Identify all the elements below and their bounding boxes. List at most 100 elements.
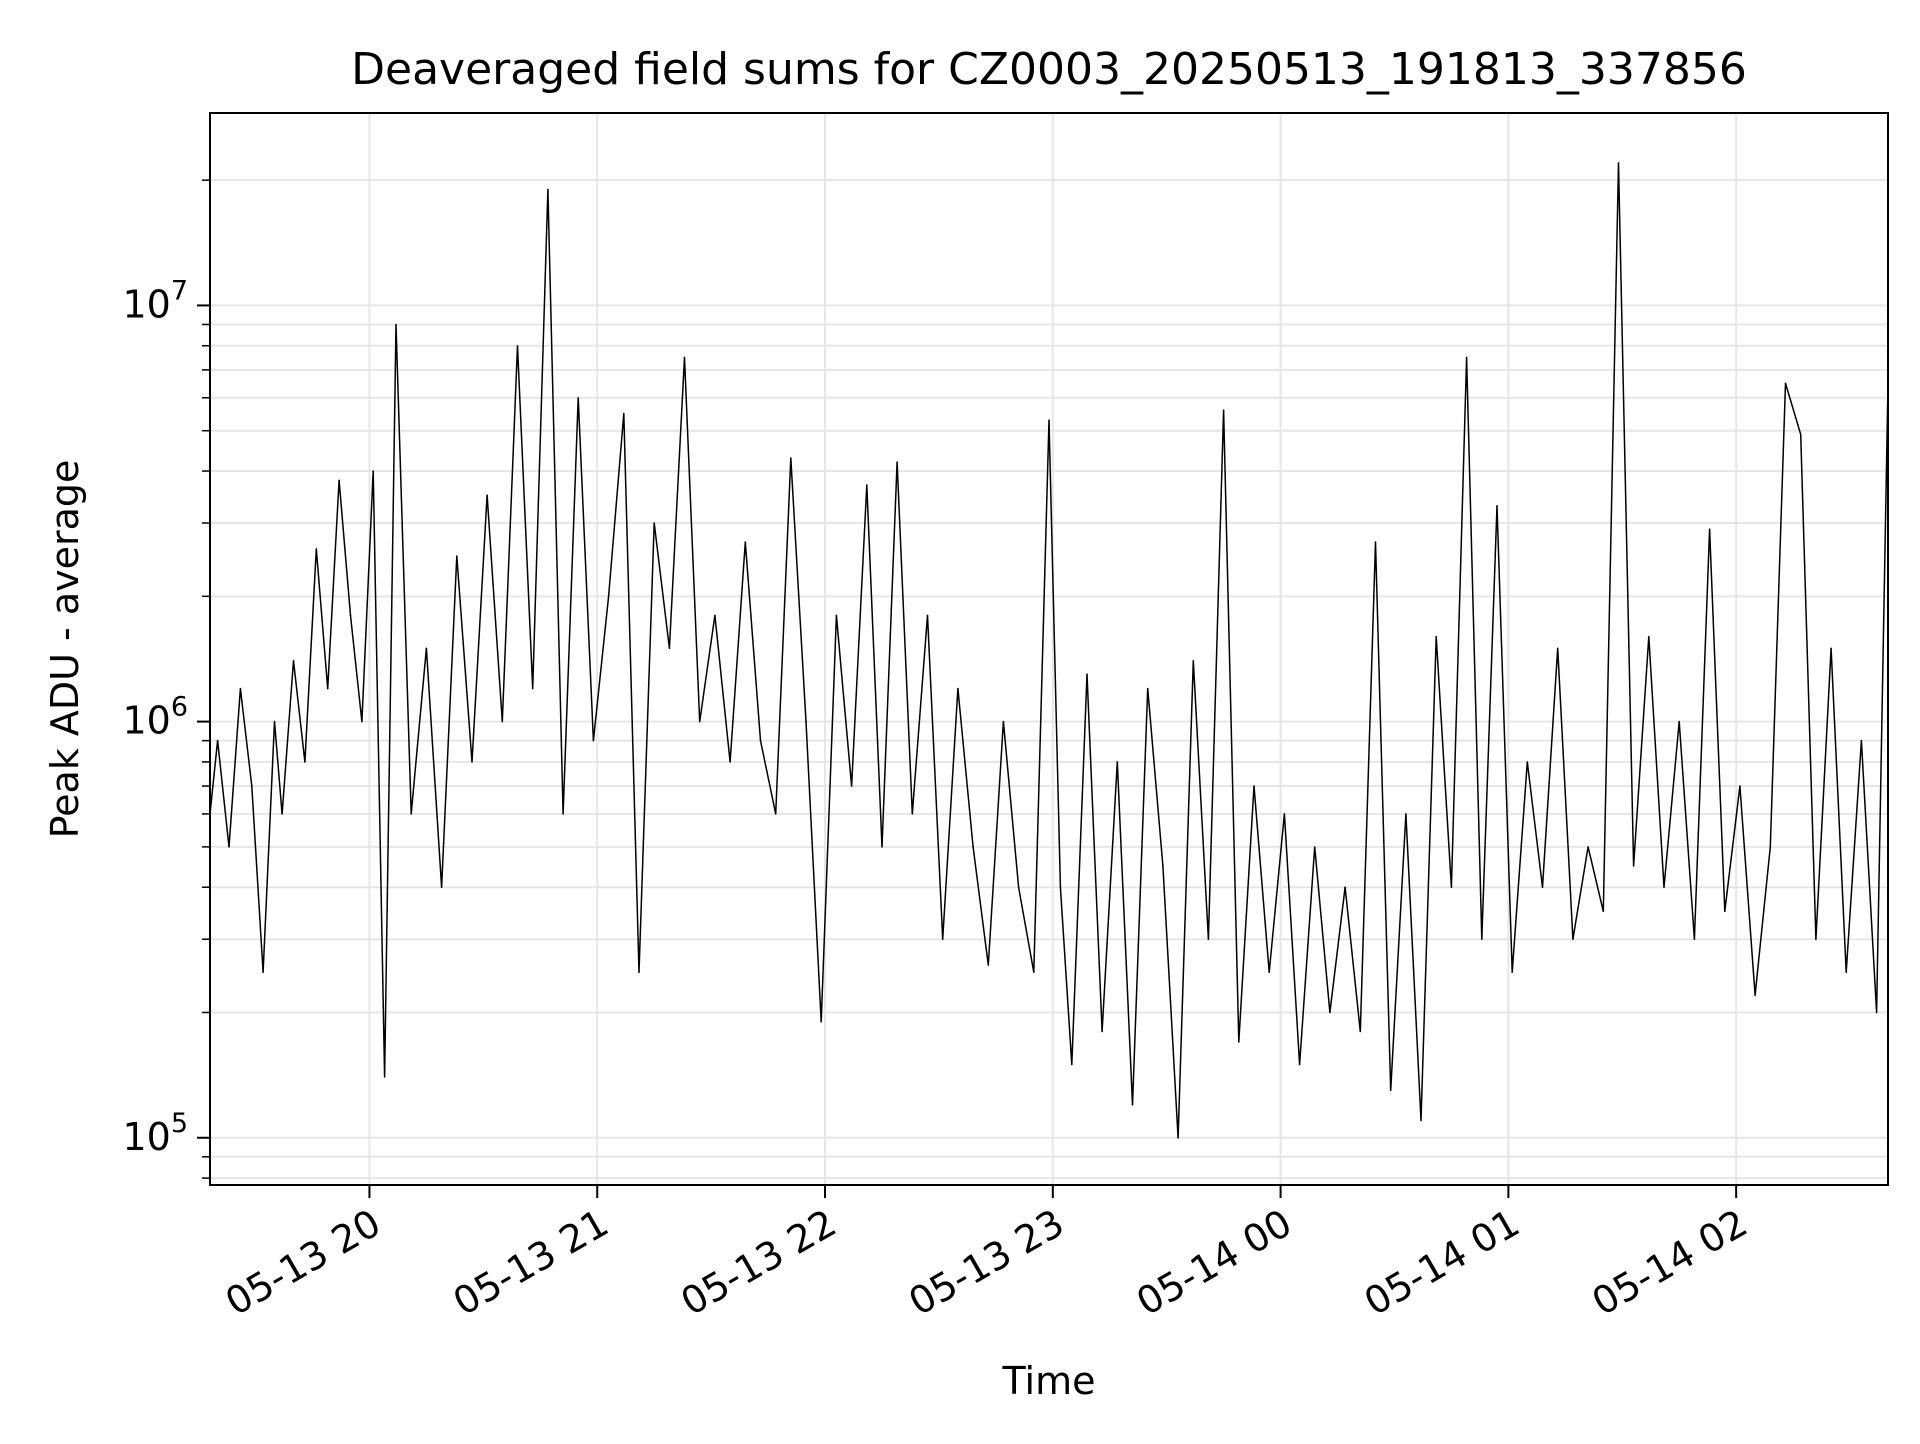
data-point xyxy=(1002,720,1005,723)
data-point xyxy=(1724,910,1726,913)
data-point xyxy=(1511,971,1513,973)
data-point xyxy=(425,647,428,650)
data-point xyxy=(516,345,519,347)
data-point xyxy=(361,720,363,723)
data-point xyxy=(790,457,792,459)
data-point xyxy=(668,647,671,650)
data-point xyxy=(1556,647,1559,650)
data-point xyxy=(1017,886,1020,888)
data-point xyxy=(1086,673,1088,675)
data-point xyxy=(228,846,230,848)
data-point xyxy=(911,813,914,815)
data-point xyxy=(1033,971,1035,973)
y-tick-label: 105 xyxy=(122,1108,188,1159)
chart-title: Deaveraged field sums for CZ0003_2025051… xyxy=(351,44,1747,95)
data-point xyxy=(1162,865,1164,867)
data-point xyxy=(820,1021,822,1023)
data-point xyxy=(1845,971,1847,973)
data-point xyxy=(1830,647,1832,650)
data-point xyxy=(1617,162,1620,164)
data-point xyxy=(372,470,375,472)
data-point xyxy=(653,522,655,524)
data-point xyxy=(486,494,488,497)
x-axis-label: Time xyxy=(1002,1359,1096,1403)
data-point xyxy=(1693,938,1696,940)
data-point xyxy=(1663,886,1665,888)
data-point xyxy=(957,687,959,690)
data-point xyxy=(456,555,458,557)
data-point xyxy=(1389,1089,1392,1092)
data-point xyxy=(1329,1011,1331,1014)
data-point xyxy=(805,720,807,723)
data-point xyxy=(1253,785,1255,787)
data-point xyxy=(326,687,329,690)
data-point xyxy=(1632,865,1635,867)
data-point xyxy=(1784,382,1787,385)
data-point xyxy=(1602,910,1605,913)
data-point xyxy=(1359,1030,1362,1033)
data-point xyxy=(216,739,219,742)
data-point xyxy=(1177,1137,1179,1139)
data-point xyxy=(410,813,413,815)
data-point xyxy=(1313,846,1316,848)
data-point xyxy=(315,548,318,550)
data-point xyxy=(1496,505,1498,507)
data-point xyxy=(592,739,595,742)
data-point xyxy=(896,461,898,464)
data-point xyxy=(338,479,340,482)
data-point xyxy=(1860,739,1863,742)
data-point xyxy=(1754,994,1756,997)
data-point xyxy=(281,813,283,815)
data-point xyxy=(850,785,853,787)
data-point xyxy=(1769,846,1772,848)
data-point xyxy=(292,660,295,662)
data-point xyxy=(395,323,397,326)
data-point xyxy=(273,720,276,723)
data-point xyxy=(941,938,944,940)
data-point xyxy=(1238,1041,1240,1043)
data-point xyxy=(251,785,253,787)
data-point xyxy=(1799,433,1802,436)
data-point xyxy=(972,846,974,848)
data-point xyxy=(1131,1104,1134,1106)
data-point xyxy=(1875,1011,1878,1014)
data-point xyxy=(1648,635,1650,638)
data-point xyxy=(1435,635,1437,638)
data-point xyxy=(349,614,352,617)
data-point xyxy=(638,971,640,973)
data-point xyxy=(774,813,777,815)
data-point xyxy=(383,1076,386,1078)
data-point xyxy=(714,614,716,617)
series-group xyxy=(210,162,1888,1139)
y-tick-label: 106 xyxy=(122,692,188,743)
data-point xyxy=(759,739,762,742)
data-point xyxy=(1815,938,1817,940)
data-point xyxy=(744,541,747,543)
data-point xyxy=(1298,1063,1301,1066)
data-point xyxy=(926,614,929,617)
data-point xyxy=(1572,938,1574,940)
data-point xyxy=(531,687,534,690)
data-point xyxy=(1222,409,1225,412)
y-axis: 105 106 107 xyxy=(122,179,210,1179)
data-point xyxy=(440,886,443,888)
data-point xyxy=(1374,541,1377,543)
data-point xyxy=(1526,761,1529,763)
data-point xyxy=(1708,528,1711,530)
data-point xyxy=(304,761,306,763)
y-axis-label: Peak ADU - average xyxy=(43,460,87,839)
data-point xyxy=(987,964,990,966)
data-point xyxy=(1481,938,1483,940)
data-point xyxy=(1344,886,1346,888)
data-point xyxy=(1116,761,1119,763)
data-point xyxy=(1268,971,1270,973)
data-point xyxy=(262,971,264,973)
plot-frame xyxy=(209,112,1889,1186)
data-point xyxy=(1048,419,1050,422)
data-point xyxy=(1192,660,1195,662)
data-point xyxy=(239,687,242,690)
data-point xyxy=(607,595,610,598)
data-point xyxy=(835,614,838,617)
